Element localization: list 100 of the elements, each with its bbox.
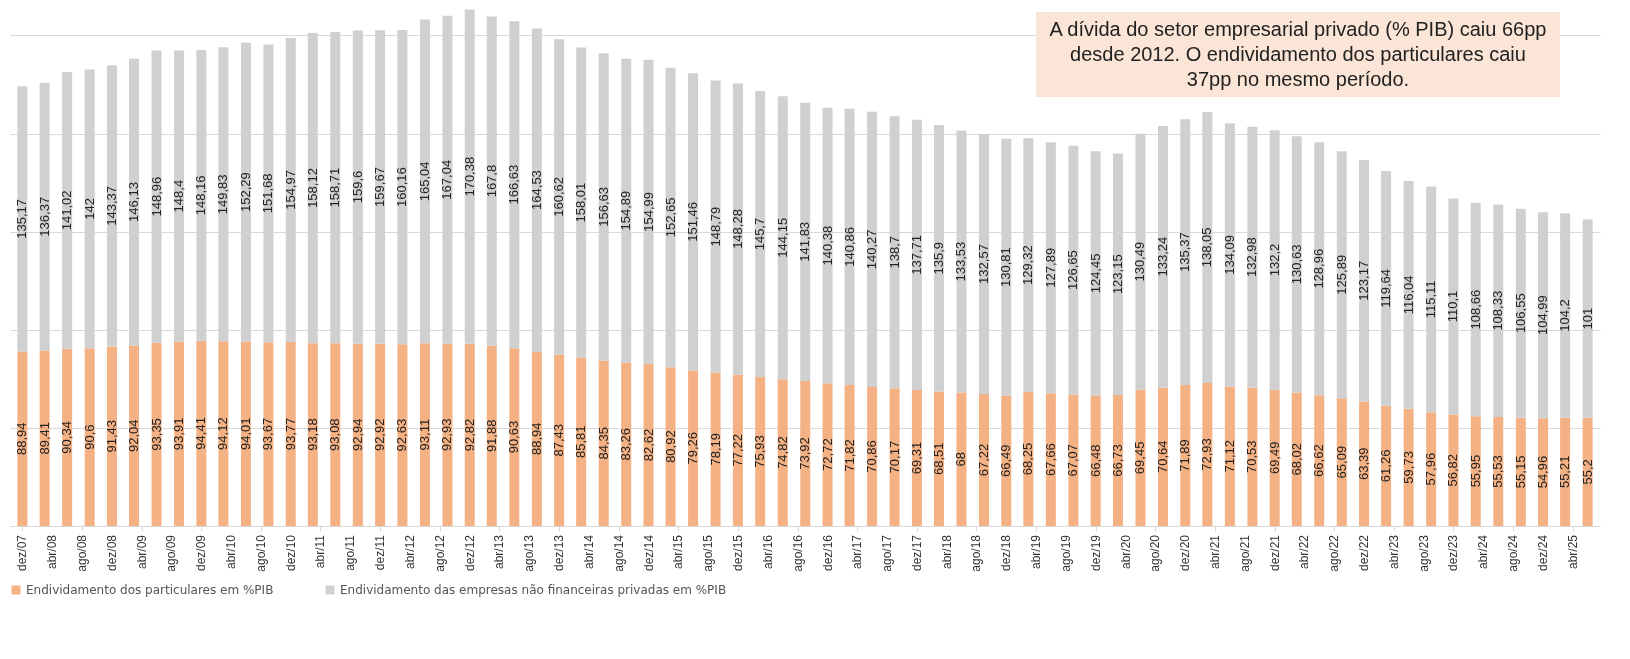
x-tick-label: abr/11 [313,534,328,569]
data-label: 92,82 [461,418,477,452]
bar [129,345,140,526]
x-tick-label: ago/12 [432,534,447,572]
data-label: 167,04 [439,159,455,200]
data-label: 69,45 [1132,441,1148,475]
bar [174,341,185,526]
data-label: 91,43 [103,420,119,453]
data-label: 56,82 [1445,453,1461,487]
data-label: 159,67 [372,167,388,207]
data-label: 94,41 [193,417,209,450]
x-tick-label: dez/08 [104,534,119,572]
x-tick-label: ago/17 [880,534,895,572]
x-tick-label: abr/22 [1297,534,1312,570]
data-label: 126,65 [1065,250,1081,291]
data-label: 94,01 [237,417,253,451]
x-tick-label: abr/20 [1118,534,1133,570]
data-label: 148,4 [171,179,187,213]
data-label: 166,63 [506,164,522,205]
bar [509,348,520,526]
data-label: 80,92 [662,430,678,463]
bar [196,340,207,526]
data-label: 165,04 [416,161,432,202]
x-tick-label: dez/15 [730,534,745,572]
bar [397,344,408,526]
data-label: 93,11 [416,418,432,451]
bar [151,342,162,526]
bar [330,343,341,526]
data-label: 69,49 [1266,441,1282,475]
bar [62,348,73,526]
data-label: 148,16 [193,175,209,216]
bar [576,357,587,526]
x-tick-label: ago/15 [701,534,716,572]
data-label: 130,49 [1132,241,1148,282]
data-label: 59,73 [1400,451,1416,484]
bar [464,343,475,526]
data-label: 132,2 [1266,243,1282,277]
data-label: 72,93 [1199,438,1215,471]
x-tick-label: dez/14 [641,534,656,572]
data-label: 101 [1579,307,1595,330]
bar [554,354,565,526]
data-label: 55,2 [1579,459,1595,485]
data-label: 75,93 [752,435,768,468]
x-tick-label: ago/18 [969,534,984,572]
bar [710,372,721,526]
data-label: 88,94 [14,422,30,456]
bar [419,343,430,526]
data-label: 158,01 [573,182,589,223]
data-label: 160,62 [551,176,567,217]
data-label: 134,09 [1221,235,1237,275]
data-label: 72,72 [819,438,835,471]
x-tick-label: abr/10 [223,534,238,570]
bar [777,379,788,526]
data-label: 92,93 [439,418,455,452]
data-label: 156,63 [595,186,611,227]
x-tick-label: ago/13 [522,534,537,572]
data-label: 154,99 [640,191,656,232]
x-tick-label: ago/24 [1506,534,1521,572]
data-label: 71,89 [1177,439,1193,472]
x-tick-label: dez/23 [1446,534,1461,572]
data-label: 67,22 [976,443,992,477]
legend-label: Endividamento das empresas não financeiras privadas em %PIB [340,583,727,597]
data-label: 135,9 [930,241,946,275]
data-label: 141,02 [59,190,75,231]
data-label: 93,35 [148,418,164,451]
data-label: 67,07 [1065,443,1081,477]
data-label: 123,15 [1109,254,1125,295]
data-label: 63,39 [1356,447,1372,481]
bar [17,351,28,526]
data-label: 152,65 [662,197,678,238]
data-label: 55,15 [1512,455,1528,489]
data-label: 115,11 [1423,280,1439,319]
x-tick-label: abr/18 [939,534,954,570]
data-label: 93,08 [327,418,343,451]
data-label: 124,45 [1087,253,1103,294]
x-tick-label: abr/15 [671,534,686,570]
data-label: 142 [81,198,97,220]
x-tick-label: dez/22 [1357,534,1372,572]
data-label: 127,89 [1042,247,1058,288]
data-label: 119,64 [1378,269,1394,308]
x-tick-label: ago/08 [75,534,90,572]
bar [688,370,699,526]
x-tick-label: abr/08 [45,534,60,570]
data-label: 68 [953,452,969,467]
data-label: 67,66 [1042,443,1058,476]
data-label: 160,16 [394,167,410,207]
data-label: 68,25 [1020,442,1036,476]
x-tick-label: dez/10 [283,534,298,572]
data-label: 90,34 [59,421,75,454]
x-tick-label: abr/23 [1386,534,1401,570]
data-label: 82,62 [640,428,656,462]
data-label: 66,73 [1109,444,1125,477]
data-label: 135,17 [14,198,30,239]
data-label: 132,57 [976,244,992,284]
data-label: 133,53 [953,241,969,282]
x-tick-label: ago/23 [1416,534,1431,572]
bar [285,342,296,526]
data-label: 77,22 [729,433,745,467]
x-tick-label: dez/17 [909,534,924,572]
x-tick-label: abr/14 [581,534,596,570]
